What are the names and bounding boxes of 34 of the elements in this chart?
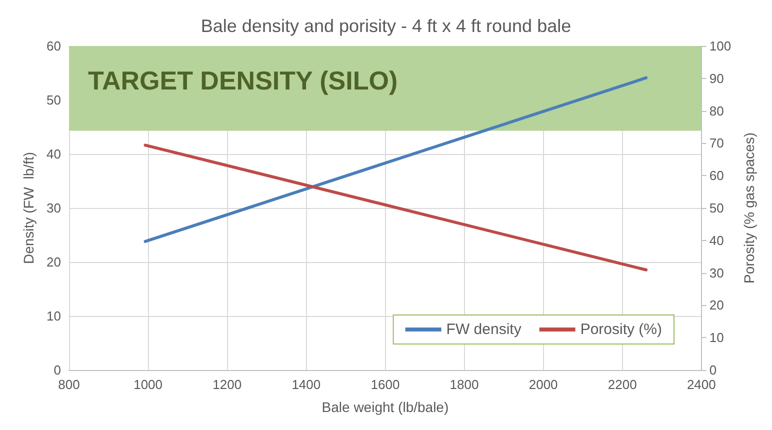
y-tick-label: 30 <box>46 200 61 216</box>
y2-tick-label: 10 <box>709 330 724 346</box>
legend-label: Porosity (%) <box>580 321 662 338</box>
y2-tick-label: 70 <box>709 136 724 151</box>
x-tick-label: 1200 <box>212 377 242 392</box>
x-tick-label: 1000 <box>134 377 163 392</box>
x-tick-label: 1400 <box>292 377 321 392</box>
band-label: TARGET DENSITY (SILO) <box>88 65 398 96</box>
y2-tick-label: 30 <box>709 265 724 280</box>
y-axis-title: Density (FW lb/ft) <box>20 152 37 264</box>
y-tick-label: 50 <box>46 92 61 108</box>
x-tick-label: 800 <box>58 377 80 392</box>
y2-tick-label: 90 <box>709 70 724 86</box>
y-tick-label: 0 <box>54 362 61 378</box>
y2-axis-title: Porosity (% gas spaces) <box>741 132 757 284</box>
y2-tick-label: 20 <box>709 298 724 313</box>
y-tick-label: 60 <box>46 38 61 54</box>
y2-tick-label: 80 <box>709 103 724 118</box>
chart-title: Bale density and porisity - 4 ft x 4 ft round bale <box>200 16 572 36</box>
x-tick-label: 2000 <box>528 377 558 392</box>
y-tick-label: 20 <box>46 254 61 270</box>
x-tick-label: 2400 <box>686 377 716 392</box>
x-tick-label: 1800 <box>450 377 479 392</box>
y2-tick-label: 100 <box>709 38 732 54</box>
x-axis-title: Bale weight (lb/bale) <box>322 399 449 415</box>
legend-label: FW density <box>446 321 522 338</box>
y2-tick-label: 60 <box>709 168 724 184</box>
y2-tick-label: 50 <box>709 200 724 216</box>
y2-tick-label: 40 <box>709 232 724 248</box>
y-tick-label: 40 <box>46 146 61 162</box>
y-tick-label: 10 <box>46 308 61 324</box>
y2-tick-label: 0 <box>709 362 717 378</box>
x-tick-label: 1600 <box>370 377 400 392</box>
x-tick-label: 2200 <box>608 377 637 392</box>
